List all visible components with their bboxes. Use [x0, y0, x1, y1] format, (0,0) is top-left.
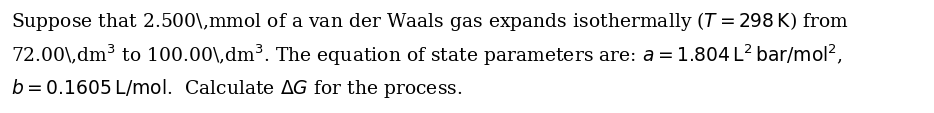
Text: 72.00\,dm$^3$ to 100.00\,dm$^3$. The equation of state parameters are: $a = 1.80: 72.00\,dm$^3$ to 100.00\,dm$^3$. The equ… [11, 42, 843, 67]
Text: $b = 0.1605\,\mathrm{L/mol}$.  Calculate $\Delta G$ for the process.: $b = 0.1605\,\mathrm{L/mol}$. Calculate … [11, 76, 462, 99]
Text: Suppose that 2.500\,mmol of a van der Waals gas expands isothermally ($T = 298\,: Suppose that 2.500\,mmol of a van der Wa… [11, 10, 849, 33]
